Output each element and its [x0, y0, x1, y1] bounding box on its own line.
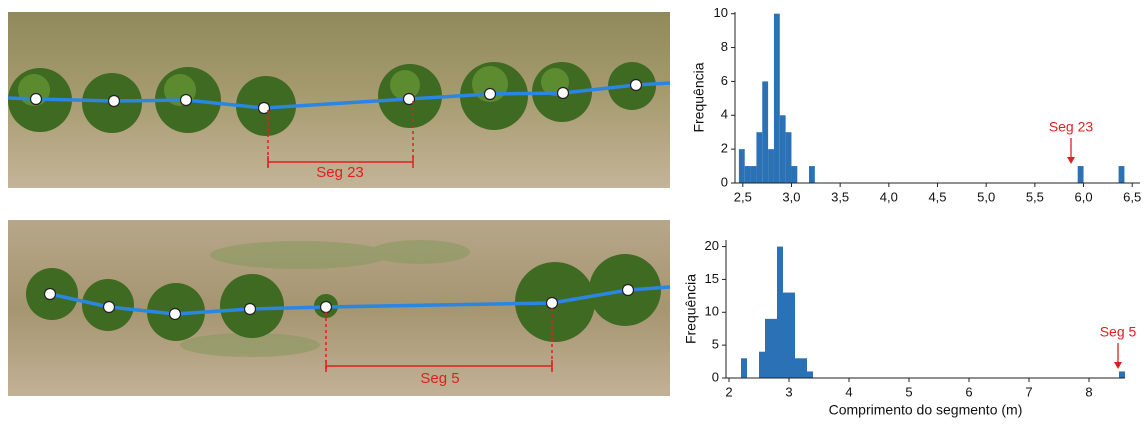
segment-label: Seg 23: [316, 164, 364, 181]
bar: [1077, 166, 1084, 183]
x-tick-label: 6: [965, 384, 972, 399]
x-tick-label: 8: [1085, 384, 1092, 399]
bar: [801, 358, 807, 378]
y-tick-label: 8: [721, 39, 728, 54]
x-tick-label: 2: [725, 384, 732, 399]
x-tick-label: 7: [1025, 384, 1032, 399]
bar: [762, 81, 769, 183]
bar: [808, 166, 815, 183]
bar: [807, 371, 813, 378]
y-tick-label: 5: [712, 337, 719, 352]
bar: [1119, 371, 1125, 378]
bar: [791, 166, 798, 183]
bar: [783, 292, 789, 378]
bar: [773, 13, 780, 183]
bar: [744, 166, 751, 183]
y-tick-label: 4: [721, 107, 728, 122]
bar: [779, 115, 786, 183]
bar: [785, 132, 792, 183]
y-axis-label: Frequência: [691, 62, 707, 132]
bar: [759, 351, 765, 378]
x-tick-label: 3: [785, 384, 792, 399]
annotation: Seg 23: [1049, 119, 1094, 135]
x-tick-label: 6,5: [1123, 189, 1141, 204]
y-tick-label: 6: [721, 73, 728, 88]
bar: [750, 166, 757, 183]
y-tick-label: 15: [705, 271, 719, 286]
y-tick-label: 20: [705, 238, 719, 253]
y-tick-label: 0: [712, 369, 719, 384]
aerial-image-top: Seg 23: [7, 12, 671, 188]
bar: [741, 358, 747, 378]
bar: [771, 318, 777, 378]
y-tick-label: 0: [721, 174, 728, 189]
bar: [789, 292, 795, 378]
x-tick-label: 5,5: [1026, 189, 1044, 204]
x-tick-label: 4,0: [880, 189, 898, 204]
x-tick-label: 5,0: [977, 189, 995, 204]
bar: [1118, 166, 1125, 183]
bar: [738, 149, 745, 183]
bar: [768, 149, 774, 183]
x-tick-label: 3,5: [831, 189, 849, 204]
x-tick-label: 3,0: [782, 189, 800, 204]
y-tick-label: 10: [705, 304, 719, 319]
x-tick-label: 6,0: [1074, 189, 1092, 204]
y-tick-label: 10: [714, 5, 728, 20]
segment-label: Seg 5: [420, 370, 459, 387]
bar: [756, 132, 763, 183]
annotation: Seg 5: [1100, 324, 1137, 340]
x-tick-label: 2,5: [734, 189, 752, 204]
y-axis-label: Frequência: [683, 274, 699, 344]
annotation-arrowhead: [1067, 157, 1075, 164]
bar: [765, 318, 771, 378]
bar: [795, 358, 801, 378]
x-tick-label: 4: [845, 384, 852, 399]
x-tick-label: 4,5: [928, 189, 946, 204]
bar: [777, 246, 783, 378]
y-tick-label: 2: [721, 141, 728, 156]
annotation-arrowhead: [1114, 362, 1122, 369]
x-axis-label: Comprimento do segmento (m): [829, 402, 1023, 418]
x-tick-label: 5: [905, 384, 912, 399]
aerial-image-bottom: Seg 5: [8, 220, 671, 396]
